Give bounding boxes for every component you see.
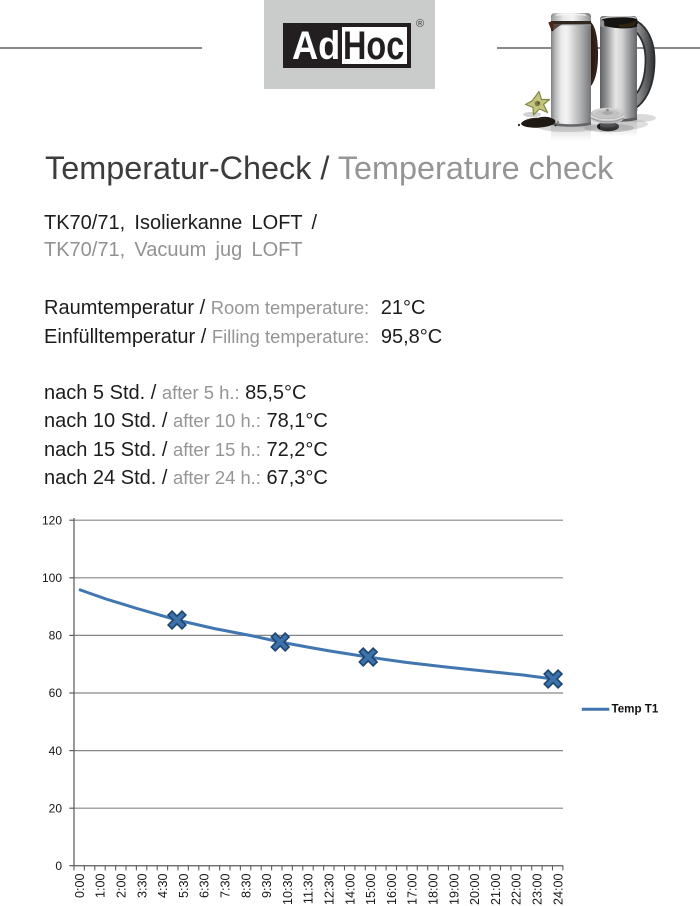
svg-text:24:00: 24:00 — [551, 874, 565, 906]
svg-text:22:00: 22:00 — [510, 874, 524, 906]
svg-text:19:00: 19:00 — [447, 874, 461, 906]
svg-text:100: 100 — [42, 571, 62, 585]
svg-text:16:00: 16:00 — [385, 874, 399, 906]
svg-text:7:30: 7:30 — [219, 874, 233, 899]
svg-text:21:00: 21:00 — [489, 874, 503, 906]
svg-text:120: 120 — [42, 513, 62, 527]
svg-text:40: 40 — [49, 744, 63, 758]
svg-text:2:00: 2:00 — [115, 874, 129, 899]
svg-text:8:30: 8:30 — [239, 874, 253, 899]
svg-text:23:00: 23:00 — [531, 874, 545, 906]
svg-text:6:30: 6:30 — [198, 874, 212, 899]
svg-text:10:30: 10:30 — [281, 874, 295, 906]
svg-text:5:30: 5:30 — [177, 874, 191, 899]
svg-text:20: 20 — [49, 801, 63, 815]
svg-text:14:00: 14:00 — [343, 874, 357, 906]
svg-text:12:30: 12:30 — [323, 874, 337, 906]
svg-text:60: 60 — [49, 686, 63, 700]
svg-text:9:30: 9:30 — [260, 874, 274, 899]
svg-text:20:00: 20:00 — [468, 874, 482, 906]
svg-text:3:30: 3:30 — [135, 874, 149, 899]
svg-text:0:00: 0:00 — [73, 874, 87, 899]
svg-text:1:00: 1:00 — [94, 874, 108, 899]
svg-text:15:00: 15:00 — [364, 874, 378, 906]
svg-text:Temp T1: Temp T1 — [612, 702, 659, 715]
svg-text:18:00: 18:00 — [427, 874, 441, 906]
svg-text:0: 0 — [55, 859, 62, 873]
svg-text:17:00: 17:00 — [406, 874, 420, 906]
svg-text:11:30: 11:30 — [302, 874, 316, 905]
svg-text:4:30: 4:30 — [156, 874, 170, 899]
svg-text:80: 80 — [49, 629, 63, 643]
